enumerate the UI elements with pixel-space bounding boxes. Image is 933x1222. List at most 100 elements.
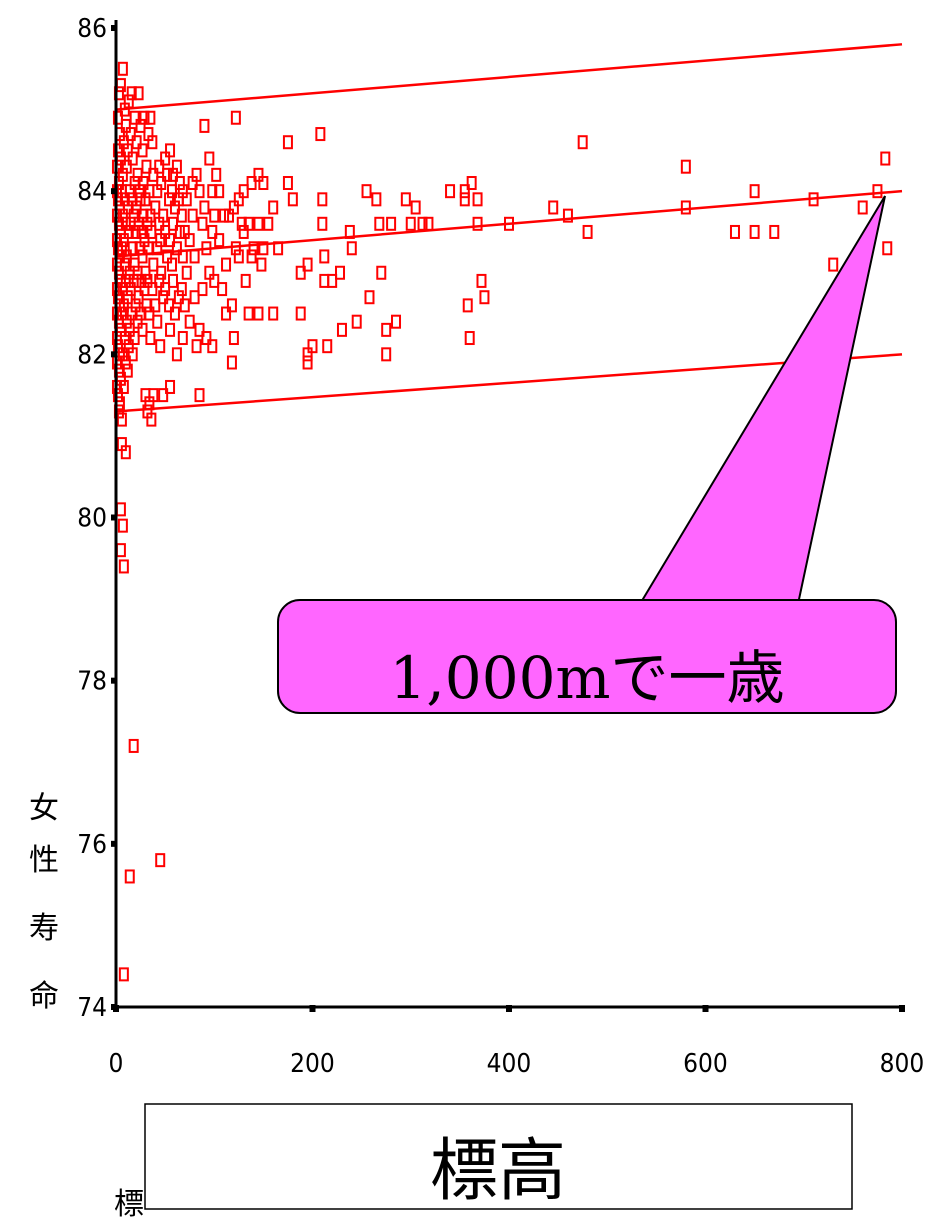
stray-x-label: 標高 xyxy=(114,1187,174,1222)
data-point xyxy=(317,216,328,231)
data-point xyxy=(146,412,157,427)
data-point xyxy=(194,322,205,337)
data-point xyxy=(165,143,176,158)
data-point xyxy=(167,184,178,199)
data-point xyxy=(258,241,269,256)
data-point xyxy=(204,151,215,166)
data-point xyxy=(148,388,159,403)
data-point xyxy=(146,224,157,239)
data-point xyxy=(462,298,473,313)
data-point xyxy=(230,110,241,125)
data-point xyxy=(582,224,593,239)
data-point xyxy=(268,306,279,321)
data-point xyxy=(156,265,167,280)
data-point xyxy=(118,967,129,982)
data-point xyxy=(197,282,208,297)
data-point xyxy=(152,314,163,329)
data-point xyxy=(169,306,180,321)
data-point xyxy=(154,273,165,288)
data-point xyxy=(165,322,176,337)
data-point xyxy=(128,738,139,753)
data-point xyxy=(167,216,178,231)
data-point xyxy=(129,331,140,346)
data-point xyxy=(155,853,166,868)
data-point xyxy=(199,200,210,215)
data-point xyxy=(374,216,385,231)
data-point xyxy=(118,379,129,394)
data-point xyxy=(117,61,128,76)
data-point xyxy=(141,159,152,174)
data-point xyxy=(371,192,382,207)
data-point xyxy=(165,379,176,394)
x-tick-label: 200 xyxy=(290,1049,335,1079)
data-point xyxy=(112,110,123,125)
data-point xyxy=(139,110,150,125)
data-point xyxy=(137,322,148,337)
data-point xyxy=(116,412,127,427)
data-point xyxy=(680,200,691,215)
data-point xyxy=(391,314,402,329)
data-point xyxy=(148,167,159,182)
data-point xyxy=(364,290,375,305)
data-point xyxy=(115,502,126,517)
data-point xyxy=(221,306,232,321)
data-point xyxy=(137,249,148,264)
data-point xyxy=(472,192,483,207)
data-point xyxy=(125,127,136,142)
data-point xyxy=(121,249,132,264)
data-point xyxy=(191,167,202,182)
y-axis-label-char: 命 xyxy=(29,979,59,1014)
data-point xyxy=(201,241,212,256)
data-point xyxy=(156,176,167,191)
data-point xyxy=(344,224,355,239)
data-point xyxy=(167,273,178,288)
callout: 1,000mで一歳 xyxy=(277,195,897,714)
data-point xyxy=(417,216,428,231)
data-point xyxy=(464,331,475,346)
data-point xyxy=(171,241,182,256)
x-tick-mark xyxy=(702,1005,709,1012)
data-point xyxy=(144,306,155,321)
data-point xyxy=(749,184,760,199)
x-tick-label: 400 xyxy=(487,1049,532,1079)
data-point xyxy=(120,445,131,460)
data-point xyxy=(238,184,249,199)
data-point xyxy=(319,273,330,288)
y-tick-label: 74 xyxy=(77,993,107,1023)
callout-box xyxy=(277,599,897,714)
data-point xyxy=(115,543,126,558)
data-point xyxy=(147,135,158,150)
data-point xyxy=(410,200,421,215)
data-point xyxy=(125,282,136,297)
data-point xyxy=(828,257,839,272)
data-point xyxy=(562,208,573,223)
data-point xyxy=(282,135,293,150)
data-point xyxy=(230,241,241,256)
data-point xyxy=(112,143,123,158)
data-point xyxy=(131,135,142,150)
data-point xyxy=(680,159,691,174)
data-point xyxy=(405,216,416,231)
data-point xyxy=(127,347,138,362)
data-point xyxy=(282,176,293,191)
data-point xyxy=(123,94,134,109)
data-point xyxy=(381,347,392,362)
data-point xyxy=(317,192,328,207)
data-point xyxy=(140,265,151,280)
data-point xyxy=(138,176,149,191)
y-tick-mark xyxy=(111,677,117,684)
y-tick-label: 84 xyxy=(77,177,107,207)
data-point xyxy=(147,282,158,297)
data-point xyxy=(126,86,137,101)
data-point xyxy=(162,167,173,182)
data-point xyxy=(127,241,138,256)
data-point xyxy=(129,257,140,272)
data-point xyxy=(351,314,362,329)
data-point xyxy=(882,241,893,256)
data-point xyxy=(381,322,392,337)
data-point xyxy=(201,331,212,346)
data-point xyxy=(194,388,205,403)
data-point xyxy=(199,118,210,133)
data-point xyxy=(184,314,195,329)
